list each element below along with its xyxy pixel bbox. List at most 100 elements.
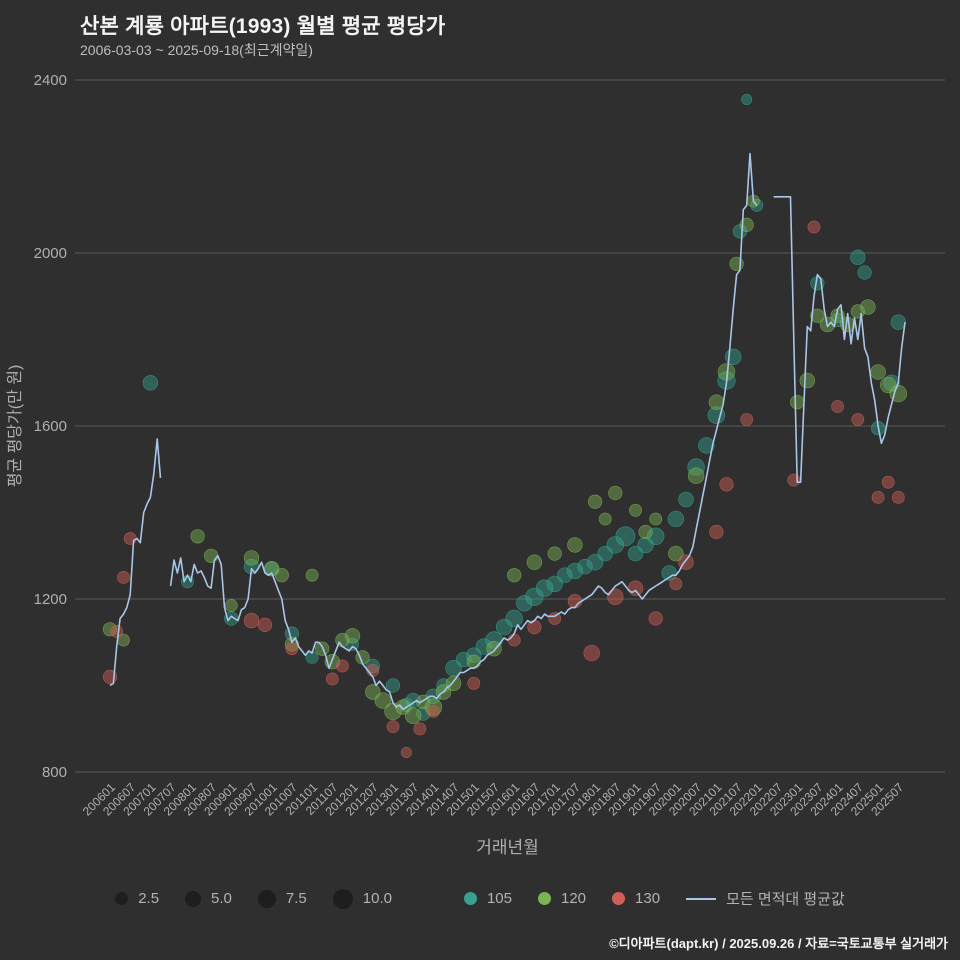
bubble-130[interactable] [467, 676, 481, 690]
bubble-120[interactable] [587, 494, 603, 509]
bubble-120[interactable] [344, 628, 361, 644]
bubble-105[interactable] [557, 567, 573, 583]
bubble-130[interactable] [719, 477, 734, 492]
bubble-120[interactable] [790, 395, 805, 410]
bubble-130[interactable] [891, 490, 905, 504]
bubble-120[interactable] [507, 568, 522, 583]
bubble-105[interactable] [646, 527, 665, 545]
legend-series-120[interactable]: 120 [538, 890, 586, 907]
bubble-120[interactable] [405, 707, 422, 724]
bubble-120[interactable] [608, 485, 623, 501]
bubble-120[interactable] [190, 529, 205, 544]
bubble-120[interactable] [466, 654, 481, 669]
bubble-120[interactable] [870, 364, 886, 380]
bubble-120[interactable] [860, 299, 876, 315]
bubble-120[interactable] [374, 692, 392, 709]
bubble-105[interactable] [365, 658, 380, 674]
bubble-105[interactable] [857, 265, 872, 280]
bubble-120[interactable] [879, 376, 897, 394]
bubble-105[interactable] [687, 458, 705, 476]
bubble-105[interactable] [142, 375, 159, 391]
bubble-105[interactable] [890, 314, 906, 330]
bubble-105[interactable] [264, 561, 279, 576]
bubble-105[interactable] [615, 526, 636, 547]
bubble-130[interactable] [627, 580, 644, 596]
bubble-120[interactable] [204, 548, 219, 563]
bubble-130[interactable] [881, 475, 895, 489]
bubble-120[interactable] [102, 622, 118, 637]
bubble-120[interactable] [424, 698, 443, 716]
bubble-120[interactable] [649, 512, 663, 526]
bubble-120[interactable] [668, 545, 684, 562]
bubble-105[interactable] [546, 575, 563, 593]
bubble-130[interactable] [787, 473, 801, 487]
bubble-130[interactable] [507, 633, 521, 647]
bubble-120[interactable] [274, 568, 289, 583]
bubble-130[interactable] [851, 413, 865, 426]
bubble-130[interactable] [648, 611, 663, 626]
bubble-130[interactable] [583, 644, 600, 662]
bubble-130[interactable] [110, 625, 124, 638]
bubble-120[interactable] [224, 599, 238, 612]
price-bubble-chart[interactable]: 8001200160020002400200601200607200701200… [0, 0, 960, 870]
bubble-130[interactable] [831, 400, 844, 413]
bubble-130[interactable] [426, 705, 440, 718]
bubble-130[interactable] [709, 524, 724, 540]
bubble-120[interactable] [567, 537, 583, 553]
bubble-105[interactable] [475, 638, 493, 655]
bubble-130[interactable] [335, 659, 349, 673]
bubble-130[interactable] [740, 413, 754, 426]
bubble-130[interactable] [243, 612, 260, 629]
bubble-120[interactable] [284, 637, 300, 652]
bubble-130[interactable] [325, 672, 339, 686]
bubble-120[interactable] [547, 546, 562, 561]
bubble-130[interactable] [567, 594, 583, 609]
legend-average-line[interactable]: 모든 면적대 평균값 [686, 888, 845, 909]
bubble-130[interactable] [386, 720, 400, 733]
bubble-105[interactable] [586, 553, 604, 571]
legend-series-105[interactable]: 105 [463, 890, 512, 907]
bubble-120[interactable] [629, 503, 642, 517]
bubble-105[interactable] [741, 94, 753, 106]
bubble-120[interactable] [305, 568, 319, 582]
bubble-120[interactable] [799, 372, 815, 389]
bubble-120[interactable] [810, 308, 825, 323]
bubble-105[interactable] [678, 491, 694, 508]
bubble-120[interactable] [638, 524, 653, 540]
bubble-120[interactable] [526, 554, 543, 570]
bubble-105[interactable] [505, 609, 523, 628]
bubble-105[interactable] [667, 510, 685, 528]
legend-series-130[interactable]: 130 [612, 890, 660, 907]
bubble-105[interactable] [535, 579, 554, 597]
bubble-105[interactable] [495, 618, 513, 636]
average-line[interactable] [109, 152, 906, 711]
bubble-130[interactable] [548, 612, 562, 625]
bubble-130[interactable] [871, 490, 885, 504]
bubble-105[interactable] [606, 536, 624, 554]
bubble-120[interactable] [687, 467, 705, 484]
bubble-130[interactable] [669, 577, 683, 591]
bubble-130[interactable] [257, 617, 273, 633]
bubble-105[interactable] [577, 558, 593, 575]
bubble-105[interactable] [346, 638, 359, 651]
bubble-130[interactable] [123, 532, 137, 545]
bubble-105[interactable] [566, 562, 584, 580]
bubble-120[interactable] [445, 675, 462, 691]
bubble-120[interactable] [889, 384, 907, 403]
bubble-120[interactable] [729, 256, 744, 271]
bubble-105[interactable] [883, 374, 900, 391]
bubble-105[interactable] [661, 565, 677, 581]
bubble-130[interactable] [400, 746, 412, 758]
bubble-120[interactable] [598, 512, 612, 526]
bubble-130[interactable] [285, 642, 299, 656]
bubble-130[interactable] [117, 571, 130, 584]
bubble-105[interactable] [525, 587, 544, 606]
bubble-105[interactable] [385, 678, 401, 693]
bubble-105[interactable] [416, 706, 431, 721]
bubble-105[interactable] [850, 249, 866, 265]
bubble-130[interactable] [607, 588, 624, 605]
bubble-105[interactable] [516, 595, 533, 612]
bubble-130[interactable] [807, 220, 821, 234]
bubble-105[interactable] [698, 437, 715, 454]
bubble-120[interactable] [243, 550, 260, 566]
